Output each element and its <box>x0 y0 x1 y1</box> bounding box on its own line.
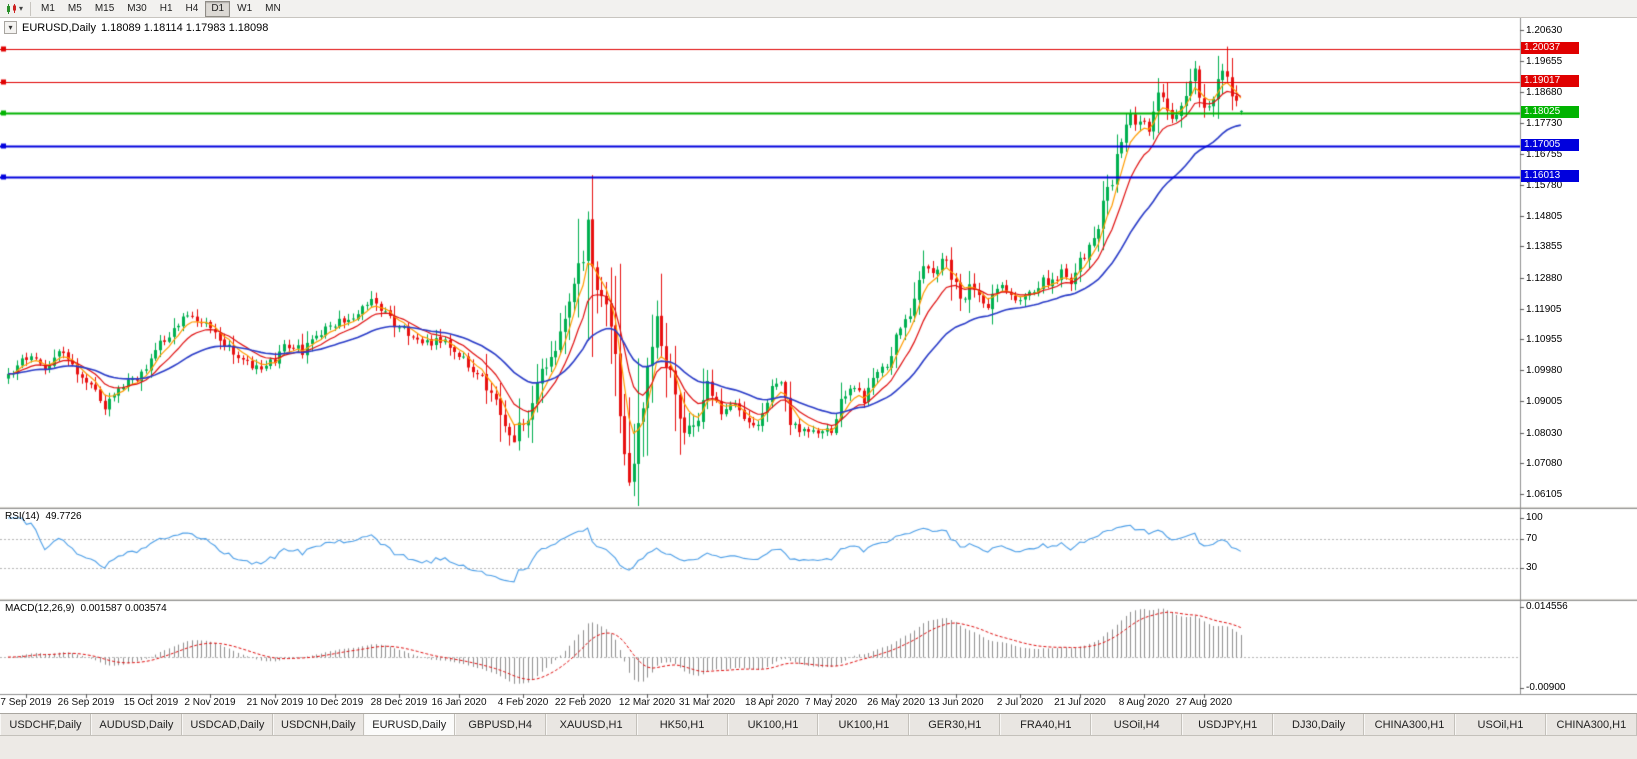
toolbar-separator <box>30 1 32 16</box>
symbol-tab-uk100-h1[interactable]: UK100,H1 <box>818 714 910 735</box>
timeframe-button-d1[interactable]: D1 <box>205 0 231 17</box>
status-bar <box>0 735 1637 759</box>
timeframe-button-h4[interactable]: H4 <box>180 1 205 17</box>
candlestick-chart-icon <box>7 3 16 14</box>
dropdown-arrow-icon: ▾ <box>19 3 24 13</box>
symbol-tab-usdcad-daily[interactable]: USDCAD,Daily <box>181 714 273 735</box>
timeframe-buttons: M1 M5 M15 M30 H1 H4 D1 W1 MN <box>35 0 287 17</box>
symbol-tab-audusd-daily[interactable]: AUDUSD,Daily <box>90 714 182 735</box>
symbol-tab-dj30-daily[interactable]: DJ30,Daily <box>1273 714 1365 735</box>
timeframe-button-m30[interactable]: M30 <box>121 1 152 17</box>
timeframe-button-m15[interactable]: M15 <box>89 1 120 17</box>
chart-menu-icon[interactable]: ▾ <box>4 21 17 34</box>
symbol-tab-usdchf-daily[interactable]: USDCHF,Daily <box>0 714 91 735</box>
price-chart-canvas[interactable] <box>0 18 1637 713</box>
symbol-tab-eurusd-daily[interactable]: EURUSD,Daily <box>363 714 455 735</box>
chart-area: ▾ EURUSD,Daily 1.18089 1.18114 1.17983 1… <box>0 18 1637 713</box>
timeframe-button-h1[interactable]: H1 <box>154 1 179 17</box>
symbol-tab-uk100-h1[interactable]: UK100,H1 <box>727 714 819 735</box>
symbol-tab-hk50-h1[interactable]: HK50,H1 <box>636 714 728 735</box>
timeframe-toolbar: ▾ M1 M5 M15 M30 H1 H4 D1 W1 MN <box>0 0 1637 18</box>
symbol-tab-ger30-h1[interactable]: GER30,H1 <box>909 714 1001 735</box>
symbol-tab-usdcnh-daily[interactable]: USDCNH,Daily <box>272 714 364 735</box>
symbol-tab-fra40-h1[interactable]: FRA40,H1 <box>1000 714 1092 735</box>
chart-type-icon[interactable]: ▾ <box>3 1 26 17</box>
symbol-tab-gbpusd-h4[interactable]: GBPUSD,H4 <box>454 714 546 735</box>
timeframe-button-m1[interactable]: M1 <box>35 1 61 17</box>
timeframe-button-m5[interactable]: M5 <box>62 1 88 17</box>
symbol-tabbar: USDCHF,Daily AUDUSD,Daily USDCAD,Daily USDC… <box>0 713 1637 735</box>
symbol-tab-china300-h1[interactable]: CHINA300,H1 <box>1545 714 1637 735</box>
symbol-tab-china300-h1[interactable]: CHINA300,H1 <box>1364 714 1455 735</box>
symbol-tab-xauusd-h1[interactable]: XAUUSD,H1 <box>545 714 637 735</box>
timeframe-button-w1[interactable]: W1 <box>231 1 258 17</box>
symbol-tab-usdjpy-h1[interactable]: USDJPY,H1 <box>1182 714 1274 735</box>
symbol-tab-usoil-h4[interactable]: USOil,H4 <box>1091 714 1183 735</box>
timeframe-button-mn[interactable]: MN <box>259 1 287 17</box>
symbol-tab-usoil-h1[interactable]: USOil,H1 <box>1455 714 1546 735</box>
